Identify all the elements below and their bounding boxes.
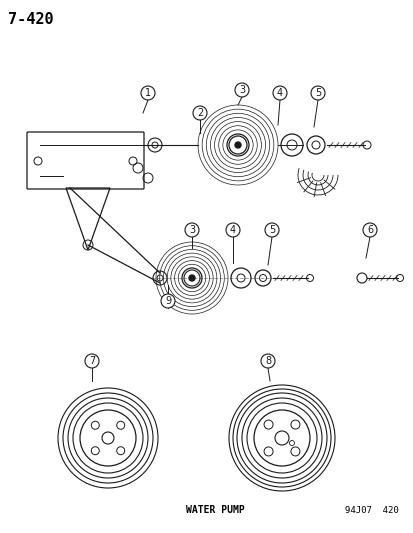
Text: 3: 3 <box>238 85 244 95</box>
Circle shape <box>310 86 324 100</box>
Text: 6: 6 <box>366 225 372 235</box>
Circle shape <box>161 294 175 308</box>
Text: 94J07  420: 94J07 420 <box>344 506 398 515</box>
Text: WATER PUMP: WATER PUMP <box>185 505 244 515</box>
Text: 4: 4 <box>229 225 235 235</box>
Circle shape <box>362 223 376 237</box>
Text: 5: 5 <box>268 225 275 235</box>
Text: 8: 8 <box>264 356 271 366</box>
Text: 2: 2 <box>197 108 203 118</box>
Circle shape <box>225 223 240 237</box>
Circle shape <box>260 354 274 368</box>
Text: 5: 5 <box>314 88 320 98</box>
Circle shape <box>264 223 278 237</box>
Text: 3: 3 <box>188 225 195 235</box>
Circle shape <box>235 83 248 97</box>
Circle shape <box>185 223 199 237</box>
Circle shape <box>85 354 99 368</box>
Text: 7: 7 <box>89 356 95 366</box>
Text: 7-420: 7-420 <box>8 12 54 27</box>
Circle shape <box>235 142 240 148</box>
Text: 4: 4 <box>276 88 282 98</box>
Circle shape <box>189 275 195 281</box>
Text: 1: 1 <box>145 88 151 98</box>
Circle shape <box>272 86 286 100</box>
Circle shape <box>141 86 154 100</box>
Text: 9: 9 <box>164 296 171 306</box>
Circle shape <box>192 106 206 120</box>
